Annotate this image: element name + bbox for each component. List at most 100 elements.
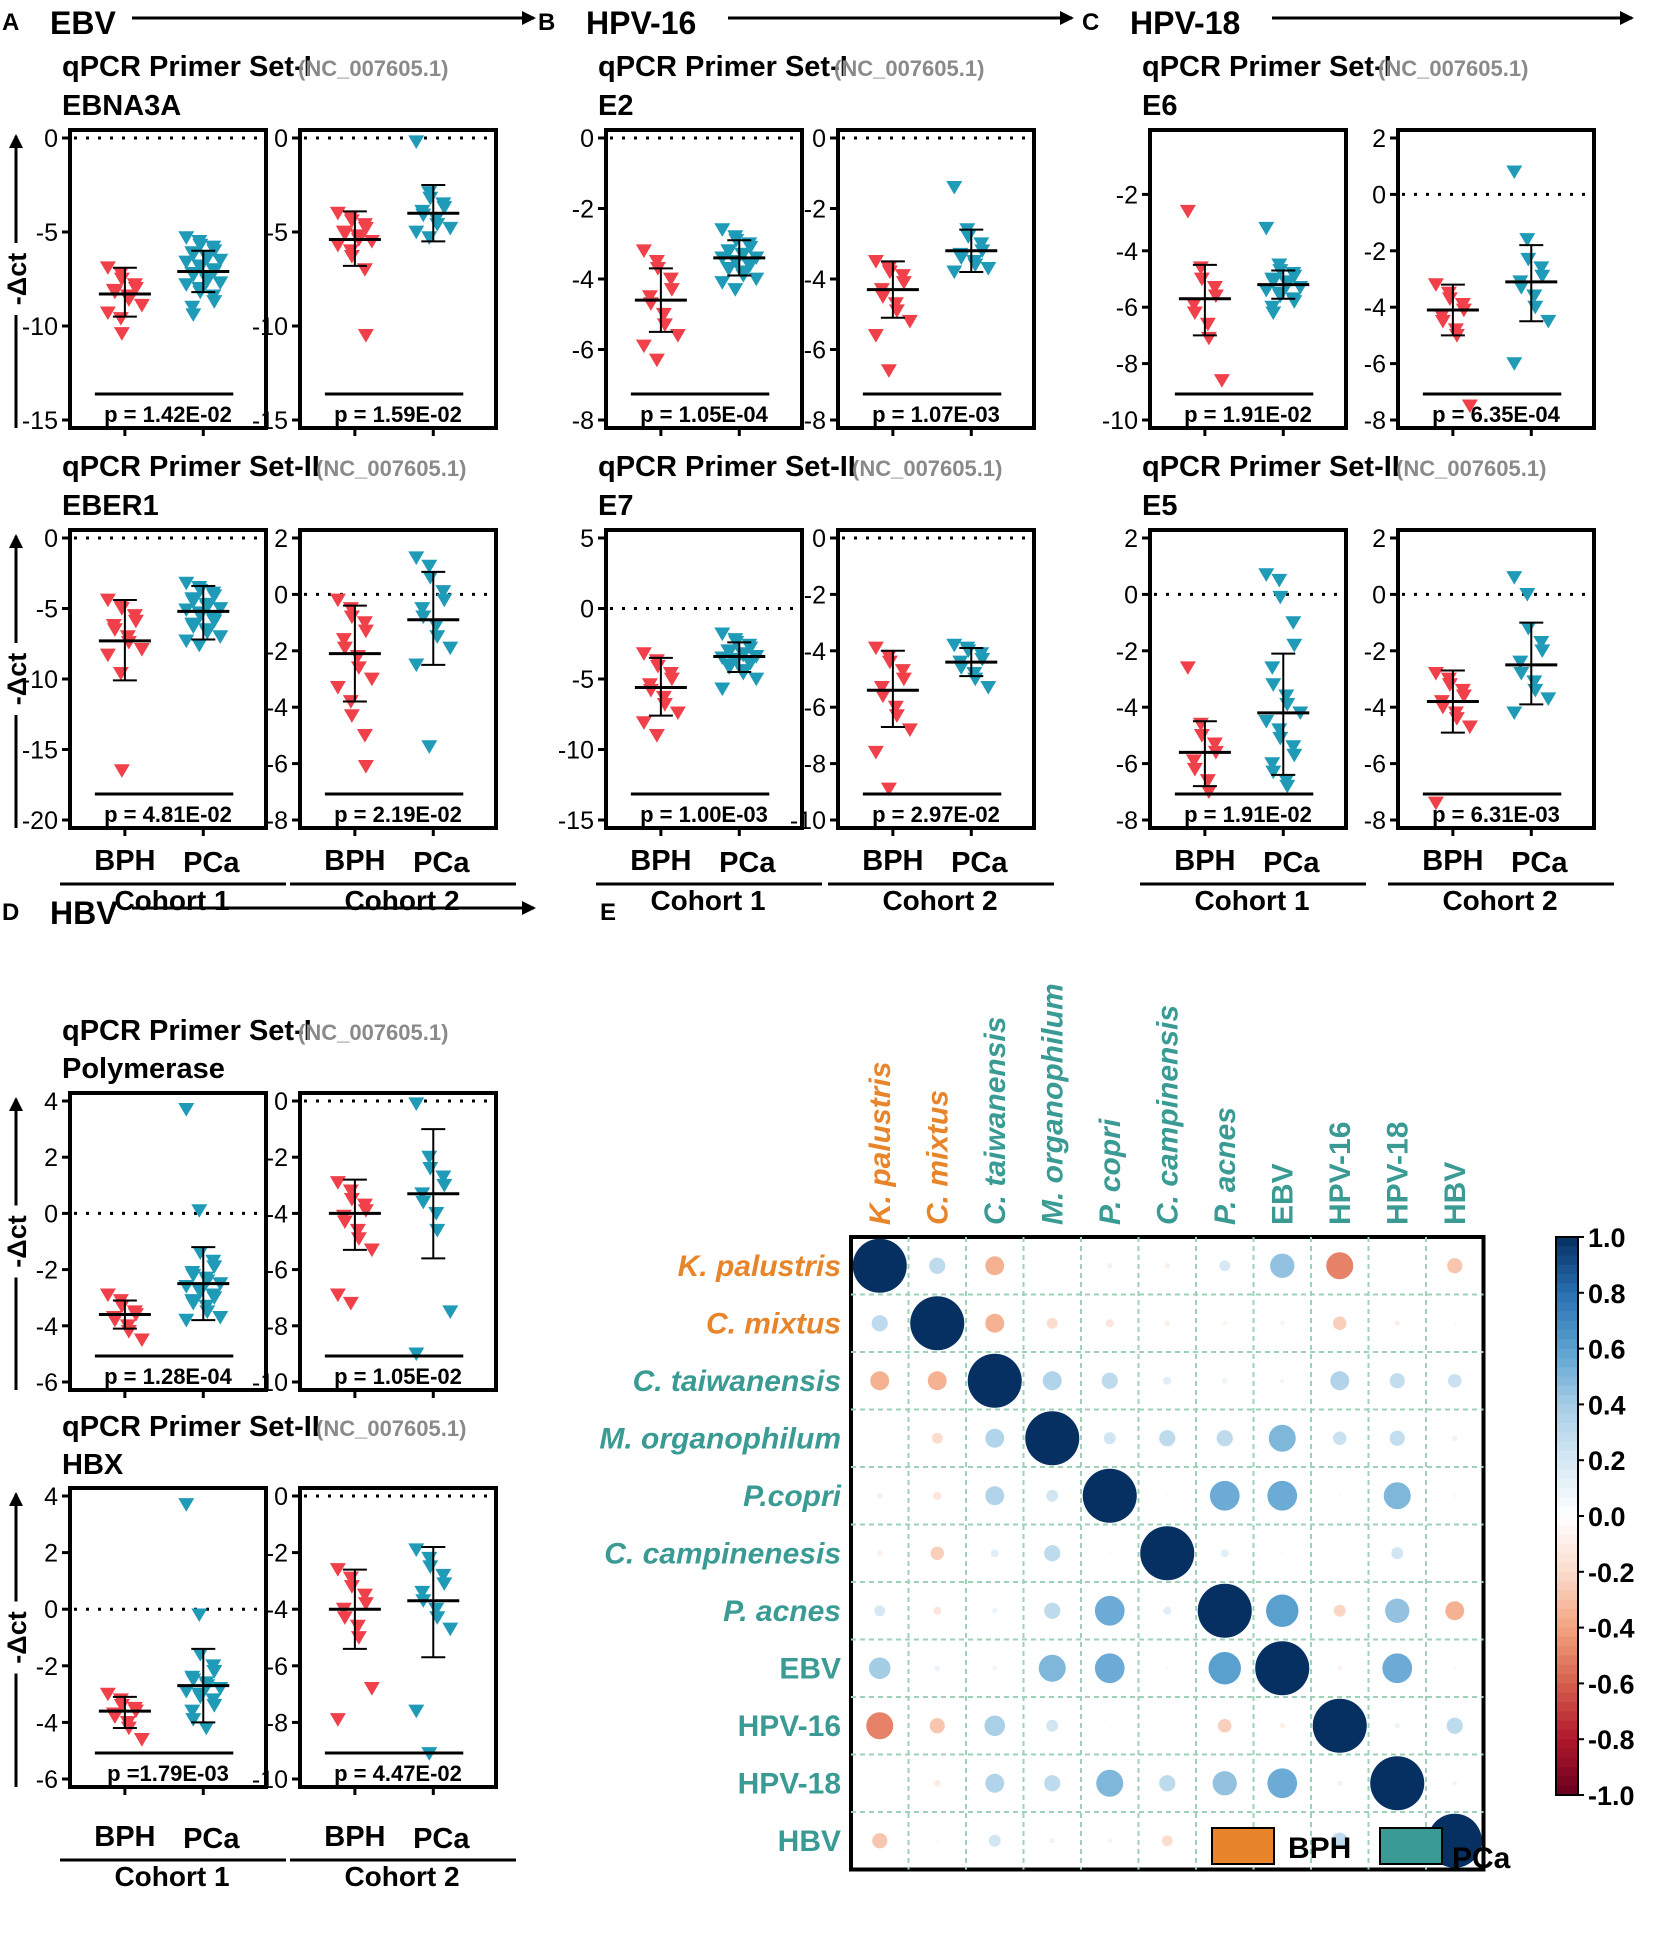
- colorbar-label: 0.2: [1588, 1446, 1626, 1476]
- gene-name: EBNA3A: [62, 90, 181, 122]
- y-tick-label: 0: [274, 1483, 288, 1511]
- cohort-label: Cohort 2: [344, 885, 459, 916]
- pca-point: [1534, 269, 1551, 284]
- bph-point: [656, 697, 673, 712]
- pca-point: [192, 238, 209, 253]
- pca-point: [436, 201, 453, 215]
- pca-point: [974, 652, 991, 667]
- correlation-circle: [1161, 1835, 1173, 1847]
- colorbar-segment: [1556, 1553, 1578, 1564]
- colorbar-segment: [1556, 1385, 1578, 1396]
- bph-point: [363, 672, 380, 687]
- y-tick-label: 2: [1124, 525, 1138, 553]
- p-value: p = 6.35E-04: [1432, 402, 1561, 427]
- plot-frame: [1396, 128, 1596, 430]
- colorbar-segment: [1556, 1664, 1578, 1675]
- correlation-circle: [1108, 1551, 1112, 1555]
- pca-point: [1513, 281, 1530, 295]
- correlation-circle: [1046, 1317, 1058, 1329]
- bph-point: [641, 290, 658, 304]
- bph-point: [99, 261, 116, 275]
- accession-number: (NC_007605.1): [316, 456, 466, 481]
- category-label-pca: PCa: [951, 847, 1008, 879]
- bph-point: [663, 672, 680, 687]
- y-tick-label: 0: [580, 125, 594, 153]
- y-tick-label: -4: [266, 1596, 288, 1624]
- correlation-circle: [985, 1313, 1005, 1333]
- pca-point: [191, 638, 208, 653]
- pca-point: [178, 576, 195, 591]
- bph-point: [357, 760, 374, 774]
- scatter-plot-D-polymerase-c2: 0 -2 -4 -6 -8 -10 p = 1.05E-02: [252, 1088, 498, 1398]
- pca-point: [1286, 748, 1303, 763]
- bph-point: [356, 616, 373, 630]
- colorbar-segment: [1556, 1348, 1578, 1359]
- pca-point: [742, 657, 759, 671]
- correlation-circle: [930, 1546, 945, 1561]
- gene-name: E5: [1142, 490, 1177, 522]
- correlation-circle: [1159, 1775, 1176, 1792]
- pca-point: [435, 1568, 452, 1583]
- pca-point: [408, 1097, 425, 1112]
- pca-point: [967, 258, 984, 273]
- bph-point: [113, 602, 130, 616]
- y-tick-label: -2: [1364, 238, 1386, 266]
- correlation-circle: [1446, 1717, 1463, 1734]
- bph-point: [113, 1299, 130, 1314]
- category-label-pca: PCa: [1263, 847, 1320, 879]
- bph-point: [113, 272, 130, 287]
- bph-point: [662, 272, 679, 287]
- pca-point: [185, 1268, 202, 1283]
- scatter-plot-B-e7-c1: 5 0 -5 -10 -15 p = 1.00E-03: [558, 525, 804, 836]
- colorbar-segment: [1556, 1674, 1578, 1684]
- category-label-bph: BPH: [324, 845, 385, 877]
- y-tick-label: 0: [1372, 581, 1386, 609]
- axis-label-bg: [6, 1205, 26, 1278]
- pca-point: [1520, 252, 1537, 267]
- pca-point: [980, 681, 997, 695]
- bph-point: [901, 314, 918, 329]
- bph-point: [127, 614, 144, 629]
- correlation-circle: [1385, 1598, 1410, 1623]
- colorbar-segment: [1556, 1748, 1578, 1759]
- y-tick-label: -10: [1102, 407, 1138, 435]
- correlation-circle: [1333, 1604, 1346, 1617]
- pca-point: [178, 1313, 195, 1328]
- bph-point: [356, 1588, 373, 1603]
- column-label: C. taiwanensis: [979, 1017, 1012, 1225]
- y-tick-label: -4: [36, 1709, 58, 1737]
- p-value: p = 1.00E-03: [640, 802, 768, 827]
- bph-point: [343, 1580, 360, 1594]
- pca-point: [422, 1162, 439, 1176]
- y-tick-label: -4: [1116, 694, 1138, 722]
- pca-point: [1519, 588, 1536, 602]
- correlation-circle: [1108, 1724, 1112, 1728]
- pca-point: [1258, 221, 1275, 236]
- colorbar-segment: [1556, 1609, 1578, 1619]
- column-label: HBV: [1439, 1162, 1472, 1225]
- y-tick-label: 2: [274, 525, 288, 553]
- y-tick-label: -6: [804, 337, 826, 365]
- correlation-circle: [1279, 1723, 1285, 1729]
- p-value: p = 4.81E-02: [104, 802, 232, 827]
- pca-point: [198, 1721, 215, 1736]
- colorbar-segment: [1556, 1516, 1578, 1526]
- bph-point: [888, 709, 905, 723]
- pca-point: [727, 283, 744, 297]
- correlation-circle: [1453, 1494, 1457, 1498]
- pca-point: [421, 231, 438, 245]
- colorbar-segment: [1556, 1785, 1578, 1796]
- bph-point: [357, 1204, 374, 1218]
- colorbar-label: 0.8: [1588, 1279, 1626, 1309]
- p-value: p = 2.97E-02: [872, 802, 1000, 827]
- correlation-circle: [1222, 1378, 1228, 1384]
- colorbar-segment: [1556, 1506, 1578, 1517]
- y-tick-label: -6: [266, 751, 288, 779]
- pca-point: [421, 559, 438, 574]
- accession-number: (NC_007605.1): [1378, 56, 1528, 81]
- plot-frame: [836, 128, 1036, 430]
- colorbar-segment: [1556, 1571, 1578, 1582]
- category-label-pca: PCa: [183, 1823, 240, 1855]
- column-label: P. copri: [1094, 1118, 1127, 1225]
- bph-point: [1213, 374, 1230, 388]
